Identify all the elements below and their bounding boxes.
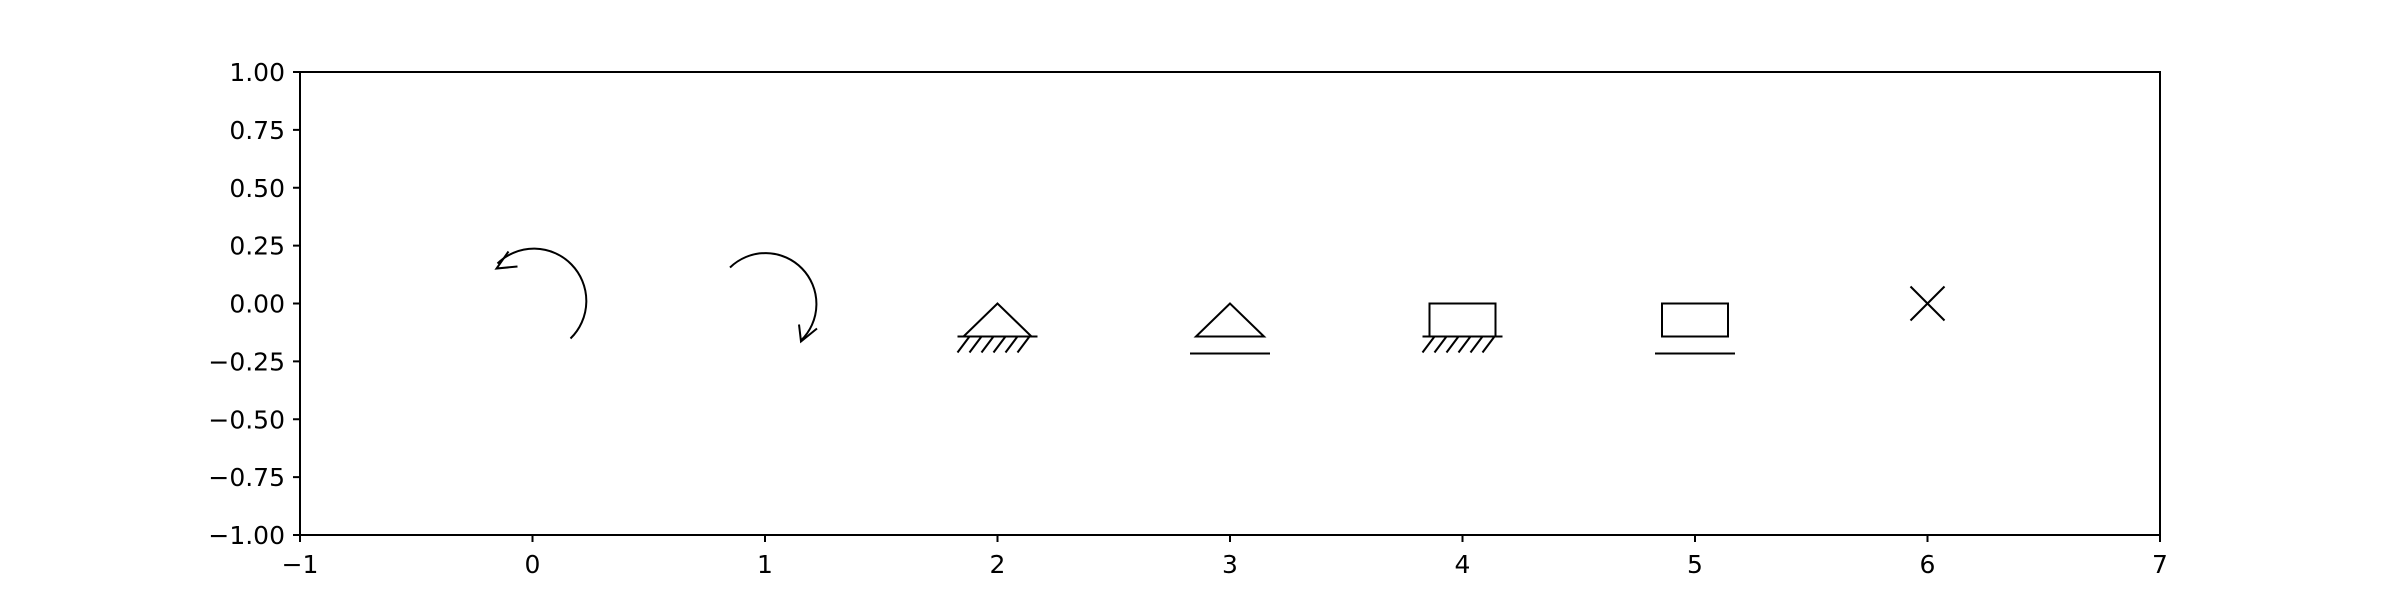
y-tick-label: 0.75 (229, 116, 285, 145)
support-rectangle (1661, 302, 1729, 338)
y-tick-label: 0.50 (229, 174, 285, 203)
hatch-line (1457, 335, 1472, 354)
y-tick-label: −0.75 (208, 463, 285, 492)
marker-rectangle-line (1655, 302, 1735, 355)
y-tick-label: −0.25 (208, 347, 285, 376)
x-tick-label: 5 (1687, 550, 1703, 579)
hatch-line (980, 335, 995, 354)
hatch-line (1016, 335, 1031, 354)
x-tick-label: 1 (757, 550, 773, 579)
marker-counterclockwise-arrow (494, 247, 588, 340)
rotation-arc (729, 252, 818, 342)
cross-line (1909, 285, 1946, 322)
hatch-line (1481, 335, 1496, 354)
arrow-head (494, 250, 518, 270)
plot-frame (299, 71, 2161, 536)
x-tick-label: 4 (1455, 550, 1471, 579)
hatch-line (1433, 335, 1448, 354)
hatch-line (1469, 335, 1484, 354)
hatch-line (1004, 335, 1019, 354)
hatch-line (1445, 335, 1460, 354)
arrow-head (798, 324, 818, 344)
y-tick-label: −0.50 (208, 405, 285, 434)
hatch-line (992, 335, 1007, 354)
hatch-line (968, 335, 983, 354)
support-triangle (1193, 302, 1267, 338)
x-tick-label: 2 (990, 550, 1006, 579)
marker-triangle-hatched (956, 302, 1038, 354)
axis-ticks: −1 0 1 2 3 4 5 6 7 1.00 0.75 0.50 0.25 0.00 −0.25 −0.50… (208, 58, 2168, 579)
x-tick-label: −1 (282, 550, 319, 579)
marker-clockwise-arrow (729, 252, 818, 344)
y-tick-label: 0.25 (229, 232, 285, 261)
y-tick-label: 1.00 (229, 58, 285, 87)
x-tick-label: 7 (2152, 550, 2168, 579)
marker-rectangle-hatched (1421, 302, 1503, 354)
x-tick-label: 6 (1920, 550, 1936, 579)
y-tick-label: 0.00 (229, 290, 285, 319)
hatch-line (956, 335, 971, 354)
y-tick-label: −1.00 (208, 521, 285, 550)
marker-x-cross (1909, 285, 1946, 322)
marker-triangle-line (1190, 302, 1270, 355)
x-tick-label: 0 (525, 550, 541, 579)
hatch-line (1421, 335, 1436, 354)
rotation-arc (496, 247, 588, 340)
x-tick-label: 3 (1222, 550, 1238, 579)
markers (494, 247, 1946, 355)
